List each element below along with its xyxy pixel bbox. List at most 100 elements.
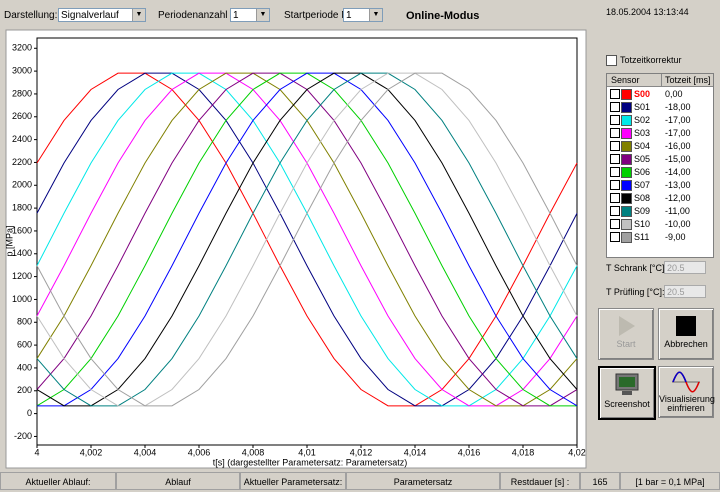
button-label: Start — [616, 339, 636, 349]
legend-swatch — [621, 141, 632, 152]
legend-label: S08 — [634, 193, 651, 203]
series-line — [36, 72, 578, 407]
status-field: Ablauf — [116, 472, 240, 490]
row-checkbox[interactable] — [610, 167, 620, 177]
x-tick-label: 4,01 — [298, 447, 316, 457]
y-tick-label: 2600 — [12, 111, 32, 121]
x-tick-label: 4,018 — [512, 447, 535, 457]
screenshot-button[interactable]: Screenshot — [598, 366, 656, 420]
totzeit-cell: -10,00 — [665, 219, 691, 229]
totzeit-cell: 0,00 — [665, 89, 683, 99]
series-line — [36, 72, 578, 407]
totzeit-cell: -9,00 — [665, 232, 686, 242]
table-row: S08 -12,00 — [607, 192, 713, 204]
table-row: S06 -14,00 — [607, 166, 713, 178]
freeze-button[interactable]: Visualisierung einfrieren — [658, 366, 715, 418]
series-line — [36, 72, 578, 407]
series-line — [36, 72, 578, 407]
legend-label: S00 — [634, 89, 651, 99]
table-row: S07 -13,00 — [607, 179, 713, 191]
table-row: S05 -15,00 — [607, 153, 713, 165]
row-checkbox[interactable] — [610, 193, 620, 203]
y-tick-label: 3000 — [12, 65, 32, 75]
dropdown[interactable]: 1 ▼ — [230, 8, 270, 22]
dropdown-arrow: ▼ — [132, 9, 145, 21]
dropdown[interactable]: Signalverlauf ▼ — [58, 8, 146, 22]
label: T Prüfling [°C]: — [606, 287, 665, 297]
legend-swatch — [621, 154, 632, 165]
y-tick-label: 0 — [27, 408, 32, 418]
row-checkbox[interactable] — [610, 232, 620, 242]
abort-button[interactable]: Abbrechen — [658, 308, 714, 360]
status-field: Restdauer [s] : — [500, 472, 580, 490]
label: T Schrank [°C]: — [606, 263, 667, 273]
y-tick-label: 1200 — [12, 271, 32, 281]
checkbox-label: Totzeitkorrektur — [620, 55, 682, 65]
row-checkbox[interactable] — [610, 89, 620, 99]
legend-label: S09 — [634, 206, 651, 216]
legend-swatch — [621, 193, 632, 204]
legend-swatch — [621, 232, 632, 243]
y-tick-label: 3200 — [12, 43, 32, 53]
legend-label: S02 — [634, 115, 651, 125]
status-field: Parametersatz — [346, 472, 500, 490]
row-checkbox[interactable] — [610, 128, 620, 138]
row-checkbox[interactable] — [610, 115, 620, 125]
y-tick-label: 1800 — [12, 202, 32, 212]
chart: t[s] (dargestellter Parametersatz: Param… — [4, 29, 587, 469]
table-header: Sensor Totzeit [ms] — [607, 74, 713, 87]
start-button[interactable]: Start — [598, 308, 654, 360]
totzeit-cell: -16,00 — [665, 141, 691, 151]
x-tick-label: 4,014 — [404, 447, 427, 457]
header-cell: Sensor — [611, 75, 640, 85]
dropdown-value: Signalverlauf — [61, 10, 119, 21]
totzeit-cell: -11,00 — [665, 206, 690, 216]
totzeit-cell: -14,00 — [665, 167, 691, 177]
legend-label: S03 — [634, 128, 651, 138]
text-field[interactable]: 20.5 — [664, 285, 706, 298]
totzeit-cell: -12,00 — [665, 193, 691, 203]
table-row: S09 -11,00 — [607, 205, 713, 217]
button-label: Screenshot — [604, 399, 650, 409]
y-tick-label: 1000 — [12, 294, 32, 304]
table-row: S11 -9,00 — [607, 231, 713, 243]
legend-label: S04 — [634, 141, 651, 151]
table-row: S01 -18,00 — [607, 101, 713, 113]
x-tick-label: 4,006 — [188, 447, 211, 457]
label: Startperiode M: — [284, 10, 353, 21]
dropdown[interactable]: 1 ▼ — [343, 8, 383, 22]
y-axis-title: p [MPa] — [4, 225, 14, 256]
series-line — [37, 72, 578, 407]
y-tick-label: 2400 — [12, 134, 32, 144]
x-tick-label: 4,004 — [134, 447, 157, 457]
dropdown-value: 1 — [346, 10, 352, 21]
table-row: S10 -10,00 — [607, 218, 713, 230]
row-checkbox[interactable] — [610, 154, 620, 164]
status-field: [1 bar = 0,1 MPa] — [620, 472, 720, 490]
row-checkbox[interactable] — [610, 219, 620, 229]
y-tick-label: 2800 — [12, 88, 32, 98]
stop-icon — [676, 316, 696, 336]
sine-icon — [672, 371, 700, 393]
button-label: Visualisierung einfrieren — [659, 394, 715, 413]
y-tick-label: -200 — [14, 431, 32, 441]
totzeit-cell: -13,00 — [665, 180, 691, 190]
row-checkbox[interactable] — [610, 141, 620, 151]
row-checkbox[interactable] — [610, 206, 620, 216]
checkbox[interactable] — [606, 55, 617, 66]
x-tick-label: 4,002 — [80, 447, 103, 457]
status-field: Aktueller Parametersatz: — [240, 472, 346, 490]
row-checkbox[interactable] — [610, 180, 620, 190]
sensor-table: Sensor Totzeit [ms] S00 0,00 S01 -18,00 S02 -… — [606, 73, 714, 258]
table-row: S04 -16,00 — [607, 140, 713, 152]
series-line — [36, 72, 578, 407]
row-checkbox[interactable] — [610, 102, 620, 112]
text-field[interactable]: 20.5 — [664, 261, 706, 274]
totzeit-cell: -17,00 — [665, 128, 691, 138]
totzeit-cell: -17,00 — [665, 115, 691, 125]
x-tick-label: 4,016 — [458, 447, 481, 457]
totzeit-cell: -18,00 — [665, 102, 691, 112]
legend-label: S11 — [634, 232, 650, 242]
series-line — [36, 72, 578, 407]
y-tick-label: 2000 — [12, 180, 32, 190]
